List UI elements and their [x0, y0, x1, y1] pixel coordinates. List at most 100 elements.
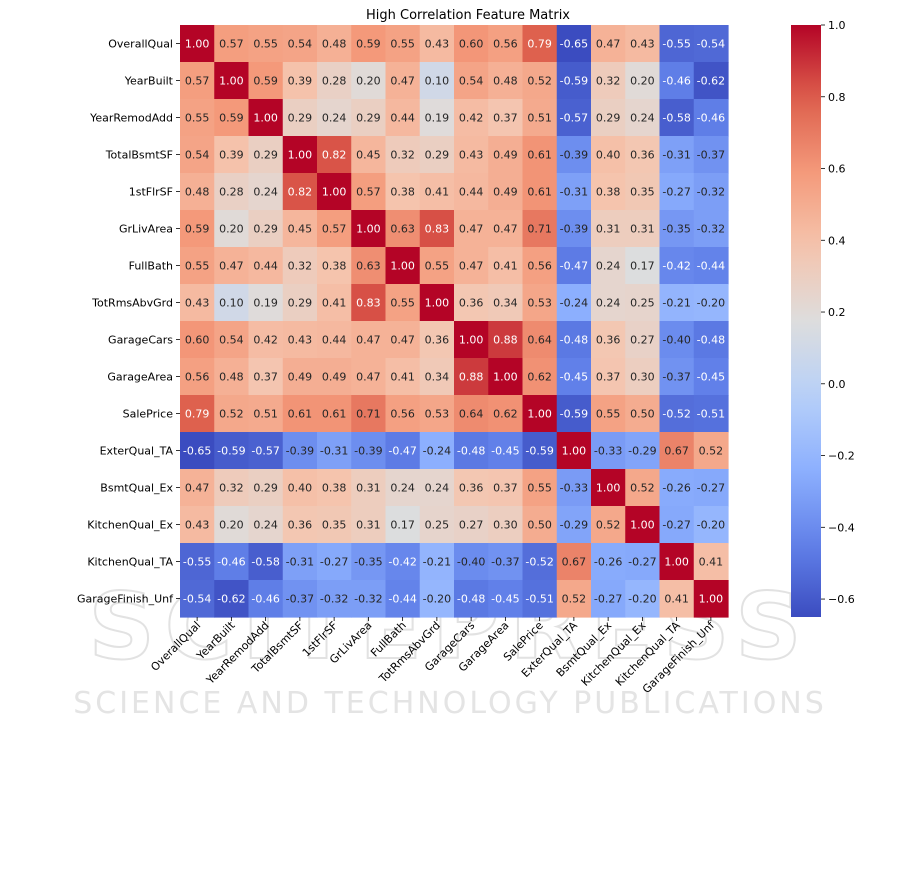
- heatmap-cell: [317, 210, 352, 248]
- cell-value-label: 0.37: [596, 371, 621, 384]
- heatmap-cell: [419, 25, 455, 63]
- cell-value-label: -0.31: [662, 149, 690, 162]
- heatmap-cell: [556, 247, 592, 285]
- cell-value-label: 0.32: [390, 149, 415, 162]
- heatmap-cell: [317, 506, 352, 544]
- cell-value-label: 0.59: [253, 75, 278, 88]
- cell-value-label: 0.36: [459, 482, 484, 495]
- heatmap-cell: [282, 358, 318, 396]
- heatmap-cell: [556, 173, 592, 211]
- cell-value-label: -0.27: [628, 556, 656, 569]
- cell-value-label: -0.42: [388, 556, 416, 569]
- y-tick-label: TotRmsAbvGrd: [91, 297, 173, 310]
- cell-value-label: 0.34: [425, 371, 450, 384]
- cell-value-label: -0.39: [560, 149, 588, 162]
- heatmap-cell: [488, 99, 524, 137]
- cell-value-label: -0.24: [560, 297, 588, 310]
- heatmap-cell: [693, 358, 729, 396]
- cell-value-label: -0.24: [423, 445, 451, 458]
- cell-value-label: 0.49: [322, 371, 347, 384]
- cell-value-label: 0.67: [562, 556, 587, 569]
- cell-value-label: 0.31: [356, 482, 381, 495]
- heatmap-cell: [454, 321, 489, 359]
- heatmap-cell: [591, 580, 626, 618]
- heatmap-cell: [180, 321, 215, 359]
- heatmap-cell: [282, 136, 318, 174]
- cell-value-label: -0.55: [183, 556, 211, 569]
- cell-value-label: 0.88: [493, 334, 518, 347]
- cell-value-label: 0.88: [459, 371, 484, 384]
- heatmap-cell: [591, 284, 626, 322]
- cell-value-label: 0.83: [425, 223, 450, 236]
- cell-value-label: 0.55: [185, 112, 210, 125]
- cell-value-label: 1.00: [219, 75, 244, 88]
- cell-value-label: 0.29: [356, 112, 381, 125]
- heatmap-cell: [556, 136, 592, 174]
- cell-value-label: 0.36: [459, 297, 484, 310]
- cell-value-label: 0.71: [527, 223, 552, 236]
- heatmap-cell: [214, 247, 250, 285]
- cell-value-label: 0.24: [425, 482, 450, 495]
- heatmap-cell: [385, 580, 421, 618]
- heatmap-cell: [591, 469, 626, 507]
- cell-value-label: 0.63: [390, 223, 415, 236]
- heatmap-cell: [522, 358, 558, 396]
- cell-value-label: 0.42: [459, 112, 484, 125]
- y-tick-labels: OverallQual YearBuilt YearRemodAdd TotalBsm…: [77, 38, 180, 606]
- cell-value-label: -0.40: [457, 556, 485, 569]
- heatmap-cell: [351, 506, 387, 544]
- heatmap-cell: [317, 395, 352, 433]
- heatmap-cell: [522, 432, 558, 470]
- heatmap-cell: [659, 173, 695, 211]
- heatmap-cell: [522, 469, 558, 507]
- cell-value-label: 1.00: [562, 445, 587, 458]
- heatmap-cell: [248, 247, 284, 285]
- cell-value-label: 0.47: [390, 334, 415, 347]
- heatmap-cell: [625, 136, 661, 174]
- heatmap-cell: [522, 247, 558, 285]
- heatmap-cell: [591, 210, 626, 248]
- heatmap-cell: [693, 62, 729, 100]
- cell-value-label: 0.31: [356, 519, 381, 532]
- heatmap-cell: [522, 395, 558, 433]
- heatmap-cell: [454, 173, 489, 211]
- cell-value-label: 0.57: [356, 186, 381, 199]
- heatmap-cell: [180, 358, 215, 396]
- heatmap-cell: [454, 284, 489, 322]
- heatmap-cells: 1.00 0.57 0.55 0.54 0.48 0.59 0.55 0.43 0.60 0.56…: [180, 25, 729, 618]
- cell-value-label: -0.31: [286, 556, 314, 569]
- heatmap-cell: [351, 543, 387, 581]
- cell-value-label: 0.55: [596, 408, 621, 421]
- heatmap-cell: [385, 321, 421, 359]
- cell-value-label: 1.00: [459, 334, 484, 347]
- cell-value-label: -0.29: [560, 519, 588, 532]
- heatmap-cell: [180, 25, 215, 63]
- heatmap-cell: [214, 432, 250, 470]
- colorbar-gradient: [791, 25, 821, 617]
- cell-value-label: 0.29: [596, 112, 621, 125]
- cell-value-label: -0.65: [183, 445, 211, 458]
- heatmap-cell: [282, 506, 318, 544]
- cell-value-label: -0.48: [457, 593, 485, 606]
- cell-value-label: -0.45: [697, 371, 725, 384]
- cell-value-label: 0.52: [630, 482, 655, 495]
- cell-value-label: -0.55: [662, 38, 690, 51]
- heatmap-cell: [625, 62, 661, 100]
- heatmap-cell: [214, 506, 250, 544]
- heatmap-cell: [693, 247, 729, 285]
- cell-value-label: 0.29: [288, 297, 313, 310]
- heatmap-cell: [351, 25, 387, 63]
- cell-value-label: -0.46: [251, 593, 279, 606]
- cell-value-label: 0.47: [185, 482, 210, 495]
- cell-value-label: 0.61: [527, 186, 552, 199]
- cell-value-label: 0.47: [459, 223, 484, 236]
- cell-value-label: 0.52: [596, 519, 621, 532]
- heatmap-cell: [282, 580, 318, 618]
- cell-value-label: 0.30: [630, 371, 655, 384]
- heatmap-cell: [419, 210, 455, 248]
- heatmap-cell: [282, 321, 318, 359]
- cell-value-label: -0.33: [560, 482, 588, 495]
- heatmap-cell: [522, 284, 558, 322]
- cell-value-label: -0.59: [560, 75, 588, 88]
- heatmap-cell: [248, 173, 284, 211]
